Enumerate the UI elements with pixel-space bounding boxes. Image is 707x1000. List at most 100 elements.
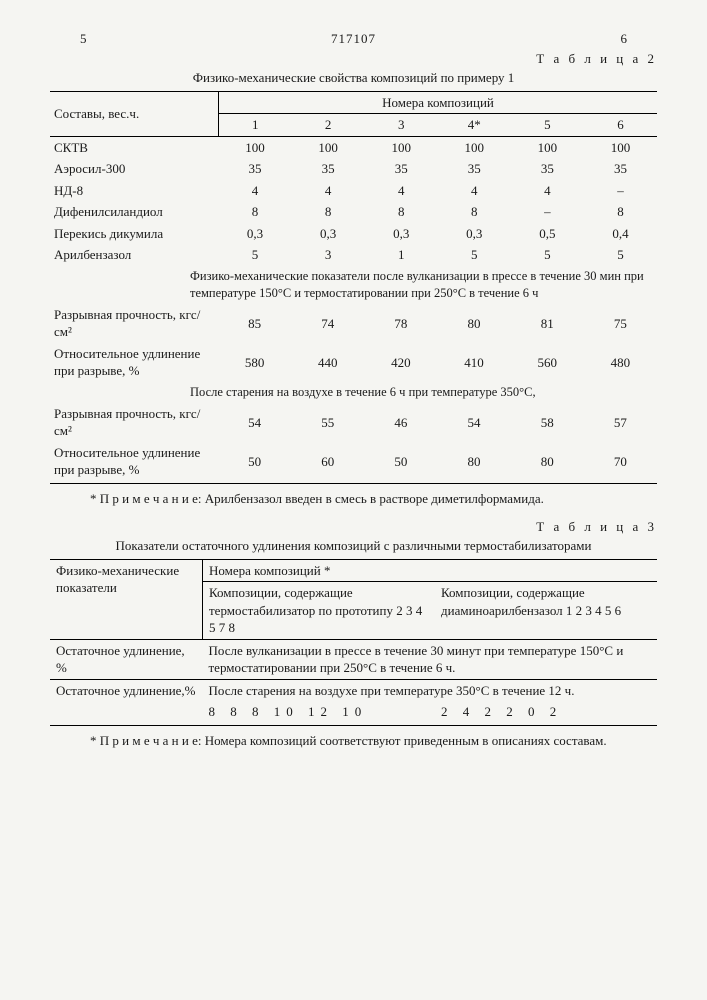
t3-colgroup: Номера композиций * — [203, 559, 658, 582]
cell: 580 — [218, 343, 291, 382]
cell: 0,5 — [511, 223, 584, 245]
cell: 78 — [364, 304, 437, 343]
cell: 80 — [511, 442, 584, 481]
cell: 420 — [364, 343, 437, 382]
cell: 5 — [584, 244, 657, 266]
cell: 100 — [584, 136, 657, 158]
cell: 55 — [291, 403, 364, 442]
cell: 50 — [364, 442, 437, 481]
row-label: Перекись дикумила — [50, 223, 219, 245]
cell: – — [511, 201, 584, 223]
cell: 410 — [437, 343, 510, 382]
cell: 3 — [292, 244, 365, 266]
t2-col-5: 6 — [584, 114, 657, 137]
cell: 1 — [365, 244, 438, 266]
cell: 85 — [218, 304, 291, 343]
cell: 80 — [437, 304, 510, 343]
t3-row2-label: Остаточное удлинение,% — [50, 679, 203, 723]
cell: 35 — [292, 158, 365, 180]
cell: 35 — [584, 158, 657, 180]
cell: 80 — [437, 442, 510, 481]
row-label: Относительное удлинение при разрыве, % — [50, 442, 218, 481]
cell: 8 — [365, 201, 438, 223]
cell: 35 — [511, 158, 584, 180]
table3: Физико-механические показатели Номера ко… — [50, 559, 657, 723]
t3-row1-text: После вулканизации в прессе в течение 30… — [203, 639, 658, 679]
t3-footnote: * П р и м е ч а н и е: Номера композиций… — [90, 732, 657, 750]
row-label: Разрывная прочность, кгс/см² — [50, 403, 218, 442]
cell: 480 — [584, 343, 657, 382]
t2-caption-b: Физико-механические показатели после вул… — [50, 268, 657, 302]
t3-row2-vals-b: 2 4 2 2 0 2 — [435, 701, 657, 723]
table2-title: Физико-механические свойства композиций … — [50, 69, 657, 87]
table3-label: Т а б л и ц а 3 — [50, 518, 657, 536]
cell: 8 — [438, 201, 511, 223]
row-label: Аэросил-300 — [50, 158, 219, 180]
t2-colgroup: Номера композиций — [219, 91, 658, 114]
t3-subcol-a: Композиции, содержащие термостабилизатор… — [203, 582, 436, 640]
cell: 0,3 — [438, 223, 511, 245]
page-header: 5 717107 6 — [50, 30, 657, 48]
cell: 5 — [511, 244, 584, 266]
cell: 5 — [438, 244, 511, 266]
cell: 0,3 — [219, 223, 292, 245]
cell: 0,3 — [292, 223, 365, 245]
table2c: Разрывная прочность, кгс/см²545546545857… — [50, 403, 657, 481]
cell: 0,3 — [365, 223, 438, 245]
cell: 5 — [219, 244, 292, 266]
row-label: Относительное удлинение при разрыве, % — [50, 343, 218, 382]
cell: 4 — [365, 180, 438, 202]
cell: 440 — [291, 343, 364, 382]
cell: 560 — [511, 343, 584, 382]
row-label: Дифенилсиландиол — [50, 201, 219, 223]
t2-caption-c: После старения на воздухе в течение 6 ч … — [50, 384, 657, 401]
cell: 100 — [438, 136, 511, 158]
cell: 75 — [584, 304, 657, 343]
t2-footnote: * П р и м е ч а н и е: Арилбензазол введ… — [90, 490, 657, 508]
cell: 100 — [511, 136, 584, 158]
cell: 50 — [218, 442, 291, 481]
cell: – — [584, 180, 657, 202]
t3-row2-vals-a: 8 8 8 10 12 10 — [203, 701, 436, 723]
cell: 46 — [364, 403, 437, 442]
t2-col-2: 3 — [365, 114, 438, 137]
cell: 8 — [219, 201, 292, 223]
table2-label: Т а б л и ц а 2 — [50, 50, 657, 68]
cell: 58 — [511, 403, 584, 442]
cell: 60 — [291, 442, 364, 481]
cell: 100 — [219, 136, 292, 158]
cell: 54 — [218, 403, 291, 442]
cell: 100 — [292, 136, 365, 158]
row-label: Арилбензазол — [50, 244, 219, 266]
t2-rowheader: Составы, вес.ч. — [50, 91, 219, 136]
t3-row2-text: После старения на воздухе при температур… — [203, 679, 658, 701]
row-label: НД-8 — [50, 180, 219, 202]
t2-col-4: 5 — [511, 114, 584, 137]
cell: 4 — [219, 180, 292, 202]
cell: 100 — [365, 136, 438, 158]
cell: 8 — [584, 201, 657, 223]
cell: 4 — [292, 180, 365, 202]
t3-subcol-b: Композиции, содержащие диаминоарилбензаз… — [435, 582, 657, 640]
row-label: Разрывная прочность, кгс/см² — [50, 304, 218, 343]
cell: 4 — [438, 180, 511, 202]
patent-number: 717107 — [87, 30, 621, 48]
t3-col1-header: Физико-механические показатели — [50, 559, 203, 639]
table3-title: Показатели остаточного удлинения компози… — [50, 537, 657, 555]
t2-col-1: 2 — [292, 114, 365, 137]
page-num-right: 6 — [621, 30, 628, 48]
cell: 4 — [511, 180, 584, 202]
cell: 8 — [292, 201, 365, 223]
table2b: Разрывная прочность, кгс/см²857478808175… — [50, 304, 657, 382]
cell: 70 — [584, 442, 657, 481]
cell: 74 — [291, 304, 364, 343]
cell: 81 — [511, 304, 584, 343]
t2-col-3: 4* — [438, 114, 511, 137]
cell: 57 — [584, 403, 657, 442]
cell: 35 — [219, 158, 292, 180]
cell: 0,4 — [584, 223, 657, 245]
t3-row1-label: Остаточное удлинение, % — [50, 639, 203, 679]
row-label: СКТВ — [50, 136, 219, 158]
cell: 35 — [365, 158, 438, 180]
cell: 54 — [437, 403, 510, 442]
